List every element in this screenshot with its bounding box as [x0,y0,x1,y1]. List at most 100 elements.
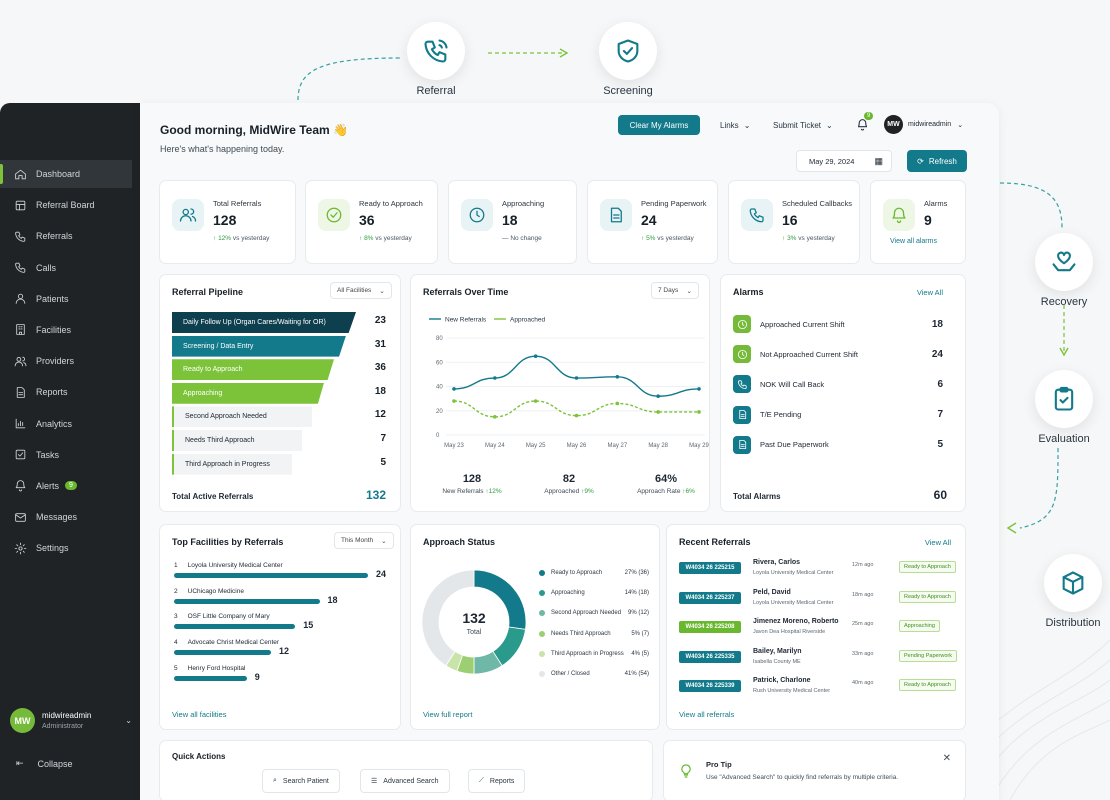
stat-change-suffix: No change [510,235,542,242]
advanced-search-button[interactable]: ☰ Advanced Search [360,769,450,793]
header-user-menu[interactable]: MW midwireadmin ⌄ [884,115,963,134]
sidebar-item-settings[interactable]: Settings [0,534,140,562]
data-point[interactable] [533,399,538,403]
sidebar-item-dashboard[interactable]: Dashboard [0,160,132,188]
sidebar-item-referrals[interactable]: Referrals [0,222,140,250]
reports-button[interactable]: ⟋ Reports [468,769,526,793]
data-point[interactable] [656,394,660,398]
close-icon[interactable]: ✕ [942,753,951,764]
data-point[interactable] [615,401,620,406]
arrow-up-icon: ↑ [682,488,686,495]
sidebar-item-calls[interactable]: Calls [0,254,140,282]
alarms-stat-card[interactable]: Alarms 9 View all alarms [870,180,966,264]
data-point[interactable] [452,399,456,403]
alarm-row[interactable]: Not Approached Current Shift 24 [733,344,949,364]
facility-row[interactable]: 1 Loyola University Medical Center [174,562,394,569]
referral-id[interactable]: W4034 26 225215 [679,562,741,574]
table-row[interactable]: W4034 26 225339 Patrick, Charlone Rush Uni… [679,677,959,705]
search-patient-button[interactable]: ⌕ Search Patient [262,769,340,793]
referral-id[interactable]: W4034 26 225208 [679,621,741,633]
table-row[interactable]: W4034 26 225208 Jimenez Moreno, Roberto Ja… [679,618,959,646]
sidebar-item-providers[interactable]: Providers [0,347,140,375]
facility-row[interactable]: 3 OSF Little Company of Mary [174,613,394,620]
donut-slice[interactable] [421,569,475,667]
facilities-filter[interactable]: All Facilities ⌄ [330,282,392,299]
table-row[interactable]: W4034 26 225237 Peld, David Loyola Univers… [679,589,959,617]
sidebar-item-messages[interactable]: Messages [0,503,140,531]
arrow-up-icon: ↑ [782,235,788,242]
view-full-report-link[interactable]: View full report [423,710,473,719]
pipeline-stage[interactable]: Approaching [172,382,324,404]
pipeline-stage[interactable]: Needs Third Approach [172,430,302,451]
stat-card-scheduled-callbacks[interactable]: Scheduled Callbacks 16 ↑ 3% vs yesterday [728,180,860,264]
view-all-referrals-link[interactable]: View all referrals [679,710,735,719]
alarm-row[interactable]: NOK Will Call Back 6 [733,374,949,394]
referral-id[interactable]: W4034 26 225339 [679,680,741,692]
gear-icon [14,542,27,555]
pipeline-stage[interactable]: Third Approach in Progress [172,453,292,475]
alarm-row[interactable]: Approached Current Shift 18 [733,314,949,334]
date-picker[interactable]: May 29, 2024 ▦ [796,150,892,172]
legend-dot [539,630,545,637]
data-point[interactable] [697,387,701,391]
sidebar-item-alerts[interactable]: Alerts 9 [0,472,140,500]
submit-ticket-menu[interactable]: Submit Ticket ⌄ [773,121,833,130]
pipeline-stage[interactable]: Ready to Approach [172,359,334,381]
stat-card-approaching[interactable]: Approaching 18 — No change [448,180,577,264]
data-point[interactable] [493,415,497,419]
sidebar-item-facilities[interactable]: Facilities [0,316,140,344]
period-filter[interactable]: This Month ⌄ [334,532,394,549]
data-point[interactable] [452,387,456,391]
sidebar-item-reports[interactable]: Reports [0,378,140,406]
alarm-row[interactable]: Past Due Paperwork 5 [733,435,949,455]
stat-card-pending-paperwork[interactable]: Pending Paperwork 24 ↑ 5% vs yesterday [587,180,718,264]
view-all-facilities-link[interactable]: View all facilities [172,710,227,719]
referral-id[interactable]: W4034 26 225335 [679,650,741,663]
notifications-button[interactable]: 9 [856,112,874,132]
sidebar-item-patients[interactable]: Patients [0,285,140,313]
data-point[interactable] [697,410,701,414]
table-row[interactable]: W4034 26 225215 Rivera, Carlos Loyola Univ… [679,559,959,587]
referral-location: Loyola University Medical Center [753,570,834,576]
alarm-row[interactable]: T/E Pending 7 [733,405,949,425]
sidebar-item-tasks[interactable]: Tasks [0,441,140,469]
data-point[interactable] [656,410,660,414]
data-point[interactable] [615,375,620,379]
pipeline-stage[interactable]: Daily Follow Up (Organ Cares/Waiting for… [172,312,356,333]
facility-count: 15 [303,620,314,631]
facility-row[interactable]: 5 Henry Ford Hospital [174,665,394,672]
add-referral-button[interactable]: + Add Referral [172,769,250,793]
collapse-button[interactable]: ⇤ Collapse [16,758,73,769]
filter-value: 7 Days [658,287,679,294]
view-all-alarms-link[interactable]: View all alarms [890,238,937,245]
kpi-change: 9% [584,488,594,495]
data-point[interactable] [574,413,579,418]
table-row[interactable]: W4034 26 225335 Bailey, Marilyn Isabella C… [679,648,959,676]
sidebar-item-referral-board[interactable]: Referral Board [0,191,140,219]
sidebar-item-analytics[interactable]: Analytics [0,410,140,438]
recent-view-all-link[interactable]: View All [924,538,951,547]
alarms-view-all-link[interactable]: View All [916,288,943,297]
refresh-button[interactable]: ⟳ Refresh [907,150,967,172]
stat-card-ready-to-approach[interactable]: Ready to Approach 36 ↑ 8% vs yesterday [305,180,438,264]
facility-row[interactable]: 4 Advocate Christ Medical Center [174,639,394,646]
clear-alarms-button[interactable]: Clear My Alarms [618,115,700,135]
pipeline-stage[interactable]: Second Approach Needed [172,406,312,428]
legend-row: Approaching 14% (18) [539,590,649,597]
pipeline-stage[interactable]: Screening / Data Entry [172,335,346,357]
data-point[interactable] [533,354,538,358]
stat-icon-wrap [318,199,350,231]
legend-label: Needs Third Approach [551,630,611,637]
facility-rank: 5 [174,664,178,672]
referral-id[interactable]: W4034 26 225237 [679,591,741,604]
range-filter[interactable]: 7 Days ⌄ [651,282,699,299]
data-point[interactable] [493,376,497,380]
arrow-up-icon: ↑ [581,488,585,495]
links-menu[interactable]: Links ⌄ [720,121,750,130]
facility-row[interactable]: 2 UChicago Medicine [174,588,394,595]
user-menu[interactable]: MW midwireadmin Administrator ⌄ [10,708,132,733]
data-point[interactable] [574,376,579,380]
referral-time: 12m ago [852,562,874,568]
flow-label: Distribution [1045,617,1101,629]
stat-card-total-referrals[interactable]: Total Referrals 128 ↑ 12% vs yesterday [159,180,296,264]
